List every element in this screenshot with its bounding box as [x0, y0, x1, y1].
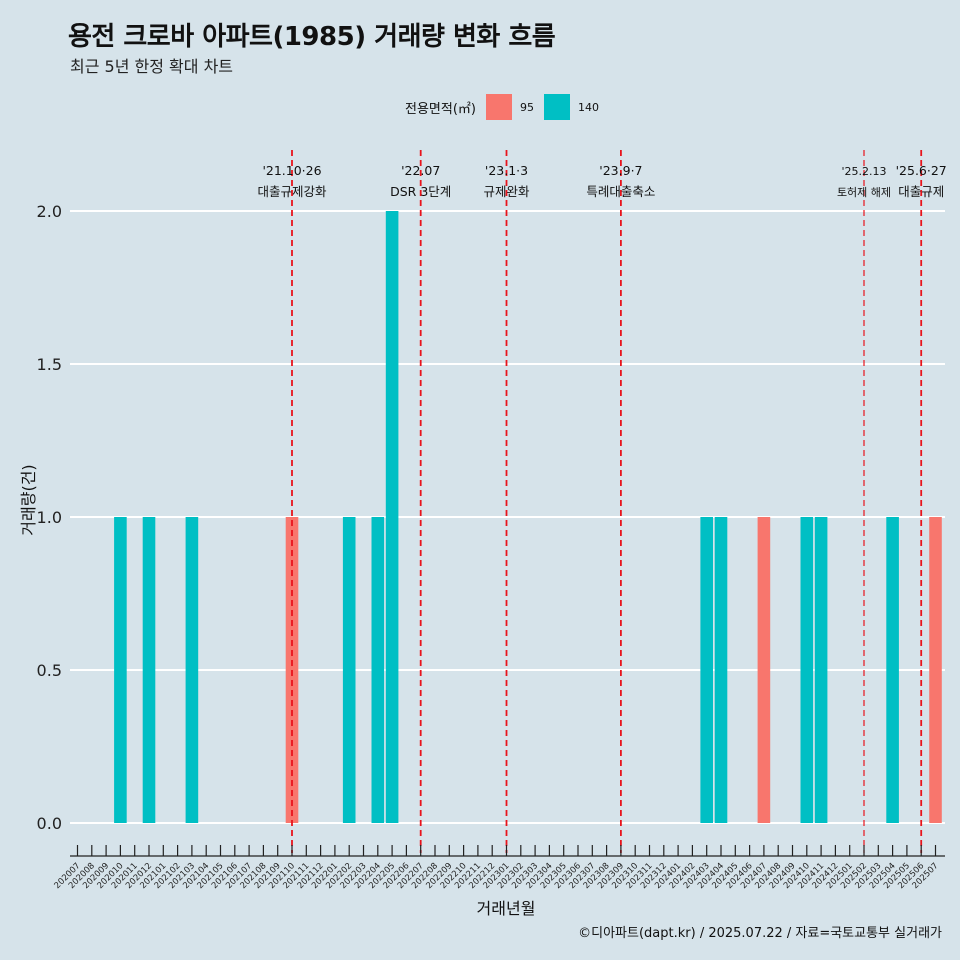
source-caption: ©디아파트(dapt.kr) / 2025.07.22 / 자료=국토교통부 실… [578, 926, 942, 941]
event-date: '25.6·27 [896, 163, 947, 178]
bar-202507-95 [929, 517, 942, 823]
event-label: 토허제 해제 [837, 185, 891, 199]
event-label: 규제완화 [483, 184, 530, 199]
bar-202012-140 [142, 517, 156, 823]
event-date: '25.2.13 [841, 165, 886, 178]
event-label: 특례대출축소 [586, 184, 655, 199]
y-axis-title: 거래량(건) [19, 464, 38, 535]
event-date: '23.9·7 [599, 163, 642, 178]
legend: 전용면적(㎡) 95 140 [405, 93, 609, 121]
y-tick-label: 0.0 [37, 814, 62, 833]
bar-202411-140 [814, 517, 828, 823]
chart-subtitle: 최근 5년 한정 확대 차트 [70, 57, 234, 76]
y-tick-label: 1.5 [37, 355, 62, 374]
event-label: DSR 3단계 [390, 184, 451, 199]
legend-key-140 [543, 94, 570, 120]
event-date: '22.07 [401, 163, 440, 178]
legend-key-95 [485, 94, 512, 120]
bar-202403-140 [700, 517, 713, 823]
bar-202103-140 [185, 517, 199, 823]
y-tick-label: 2.0 [37, 202, 62, 221]
event-date: '21.10·26 [262, 163, 321, 178]
bar-202404-140 [714, 517, 728, 823]
legend-label-95: 95 [519, 100, 534, 114]
legend-title: 전용면적(㎡) [405, 101, 476, 117]
chart-title: 용전 크로바 아파트(1985) 거래량 변화 흐름 [68, 22, 556, 52]
x-axis-title: 거래년월 [477, 899, 536, 918]
bar-202204-140 [371, 517, 385, 823]
bar-202205-140 [385, 211, 399, 823]
legend-label-140: 140 [577, 100, 599, 114]
y-tick-label: 0.5 [37, 661, 62, 680]
bar-202202-140 [342, 517, 356, 823]
event-date: '23.1·3 [485, 163, 528, 178]
event-label: 대출규제강화 [257, 184, 327, 199]
bar-202410-140 [800, 517, 814, 823]
y-tick-label: 1.0 [37, 508, 62, 527]
bar-202504-140 [886, 517, 899, 823]
bar-202010-140 [114, 517, 127, 823]
event-label: 대출규제 [898, 184, 944, 199]
bar-202407-95 [757, 517, 771, 823]
